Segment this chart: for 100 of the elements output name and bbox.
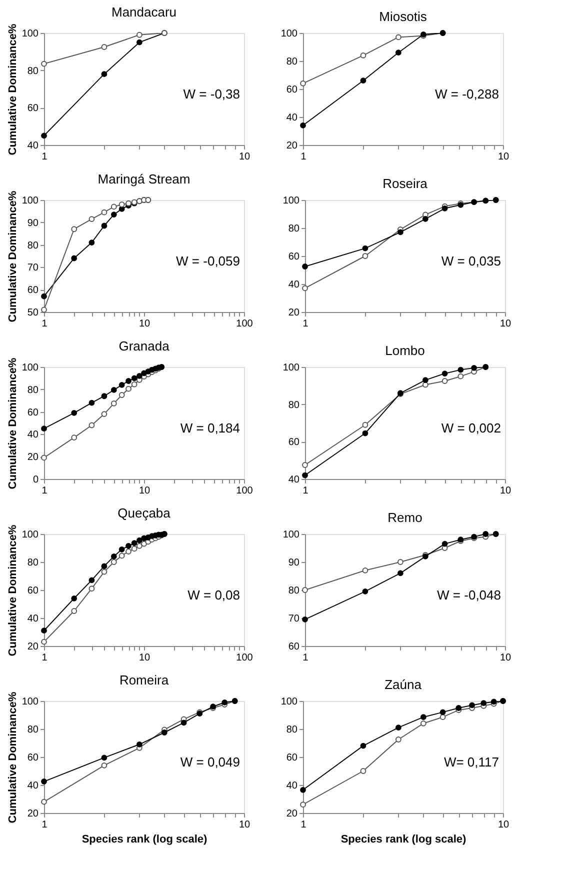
y-tick-label: 100 [22,696,39,708]
y-tick-label: 80 [27,384,39,396]
y-tick-label: 70 [288,614,300,624]
annotation: W = -0,38 [183,86,240,102]
y-tick-label: 40 [27,430,39,441]
y-axis-title: Cumulative Dominance% [6,524,19,656]
x-tick-label: 10 [238,152,250,162]
y-tick-label: 100 [22,530,39,540]
y-tick-label: 20 [288,308,300,318]
y-tick-label: 80 [27,66,39,77]
y-tick-label: 40 [288,280,300,290]
y-axis-title: Cumulative Dominance% [6,692,19,824]
x-tick-label: 1 [42,318,48,330]
x-tick-label: 10 [500,652,512,664]
x-tick-label: 10 [138,652,150,664]
y-tick-label: 20 [286,140,298,152]
y-tick-label: 70 [27,262,39,274]
x-tick-label: 10 [138,486,150,496]
x-tick-label: 1 [302,486,309,496]
y-tick-label: 60 [288,437,300,448]
y-tick-label: 80 [288,586,300,596]
y-tick-label: 60 [286,752,298,764]
x-tick-label: 10 [498,152,510,162]
x-tick-label: 1 [302,652,309,664]
y-tick-label: 40 [286,780,298,792]
y-tick-label: 60 [27,103,39,114]
chart-title: Granada [118,338,170,354]
y-tick-label: 80 [286,724,298,736]
y-axis-title: Cumulative Dominance% [6,358,19,490]
x-tick-label: 1 [42,820,48,830]
y-tick-label: 80 [286,56,298,68]
y-tick-label: 100 [282,196,300,206]
y-tick-label: 100 [22,196,39,206]
y-tick-label: 100 [280,28,298,40]
y-tick-label: 40 [27,780,39,792]
x-tick-label: 10 [498,820,510,830]
y-tick-label: 60 [286,84,298,96]
annotation: W= 0,117 [444,754,499,770]
chart-title: Mandacaru [111,4,177,20]
x-tick-label: 1 [302,318,309,330]
y-tick-label: 60 [27,407,39,418]
x-tick-label: 1 [42,652,48,664]
x-tick-label: 1 [42,486,48,496]
annotation: W = 0,184 [180,420,240,436]
y-tick-label: 80 [288,224,300,234]
y-tick-label: 60 [27,586,39,596]
y-tick-label: 60 [288,642,300,652]
y-tick-label: 40 [288,474,300,486]
y-tick-label: 20 [27,452,39,464]
x-axis-title: Species rank (log scale) [82,834,208,846]
y-tick-label: 90 [27,218,39,229]
x-tick-label: 10 [138,318,150,330]
chart-title: Maringá Stream [98,171,190,186]
annotation: W = -0,288 [435,86,499,102]
x-tick-label: 1 [300,820,307,830]
chart-title: Zaúna [384,677,422,692]
annotation: W = 0,035 [441,254,501,269]
y-tick-label: 20 [27,808,39,820]
y-tick-label: 60 [27,752,39,764]
chart-title: Miosotis [379,9,428,24]
y-tick-label: 100 [282,362,300,374]
chart-title: Remo [388,510,422,525]
y-tick-label: 80 [27,558,39,568]
x-tick-label: 1 [42,152,48,162]
annotation: W = 0,08 [188,588,240,603]
annotation: W = 0,002 [441,420,501,436]
x-tick-label: 10 [500,318,512,330]
y-tick-label: 80 [27,724,39,736]
y-tick-label: 40 [286,112,298,124]
y-tick-label: 60 [288,252,300,262]
annotation: W = 0,049 [180,754,240,770]
chart-title: Roseira [382,176,428,191]
chart-title: Lombo [385,343,425,358]
x-tick-label: 10 [500,486,512,496]
y-axis-title: Cumulative Dominance% [6,190,19,322]
x-tick-label: 100 [236,318,254,330]
y-tick-label: 20 [286,808,298,820]
y-tick-label: 50 [27,308,39,318]
y-tick-label: 0 [32,474,39,486]
x-tick-label: 10 [238,820,250,830]
chart-title: Romeira [119,672,170,688]
annotation: W = -0,048 [437,588,501,603]
y-tick-label: 20 [27,642,39,652]
y-tick-label: 100 [280,696,298,708]
chart-title: Queçaba [118,505,172,520]
y-tick-label: 80 [288,400,300,411]
annotation: W = -0,059 [176,254,240,269]
y-tick-label: 100 [22,28,39,40]
y-axis-title: Cumulative Dominance% [6,24,19,156]
y-tick-label: 100 [282,530,300,540]
y-tick-label: 40 [27,140,39,152]
y-tick-label: 60 [27,285,39,296]
y-tick-label: 100 [22,362,39,374]
y-tick-label: 80 [27,240,39,252]
x-tick-label: 1 [300,152,307,162]
x-tick-label: 100 [236,486,254,496]
x-axis-title: Species rank (log scale) [340,834,466,846]
y-tick-label: 90 [288,558,300,568]
y-tick-label: 40 [27,614,39,624]
x-tick-label: 100 [236,652,254,664]
